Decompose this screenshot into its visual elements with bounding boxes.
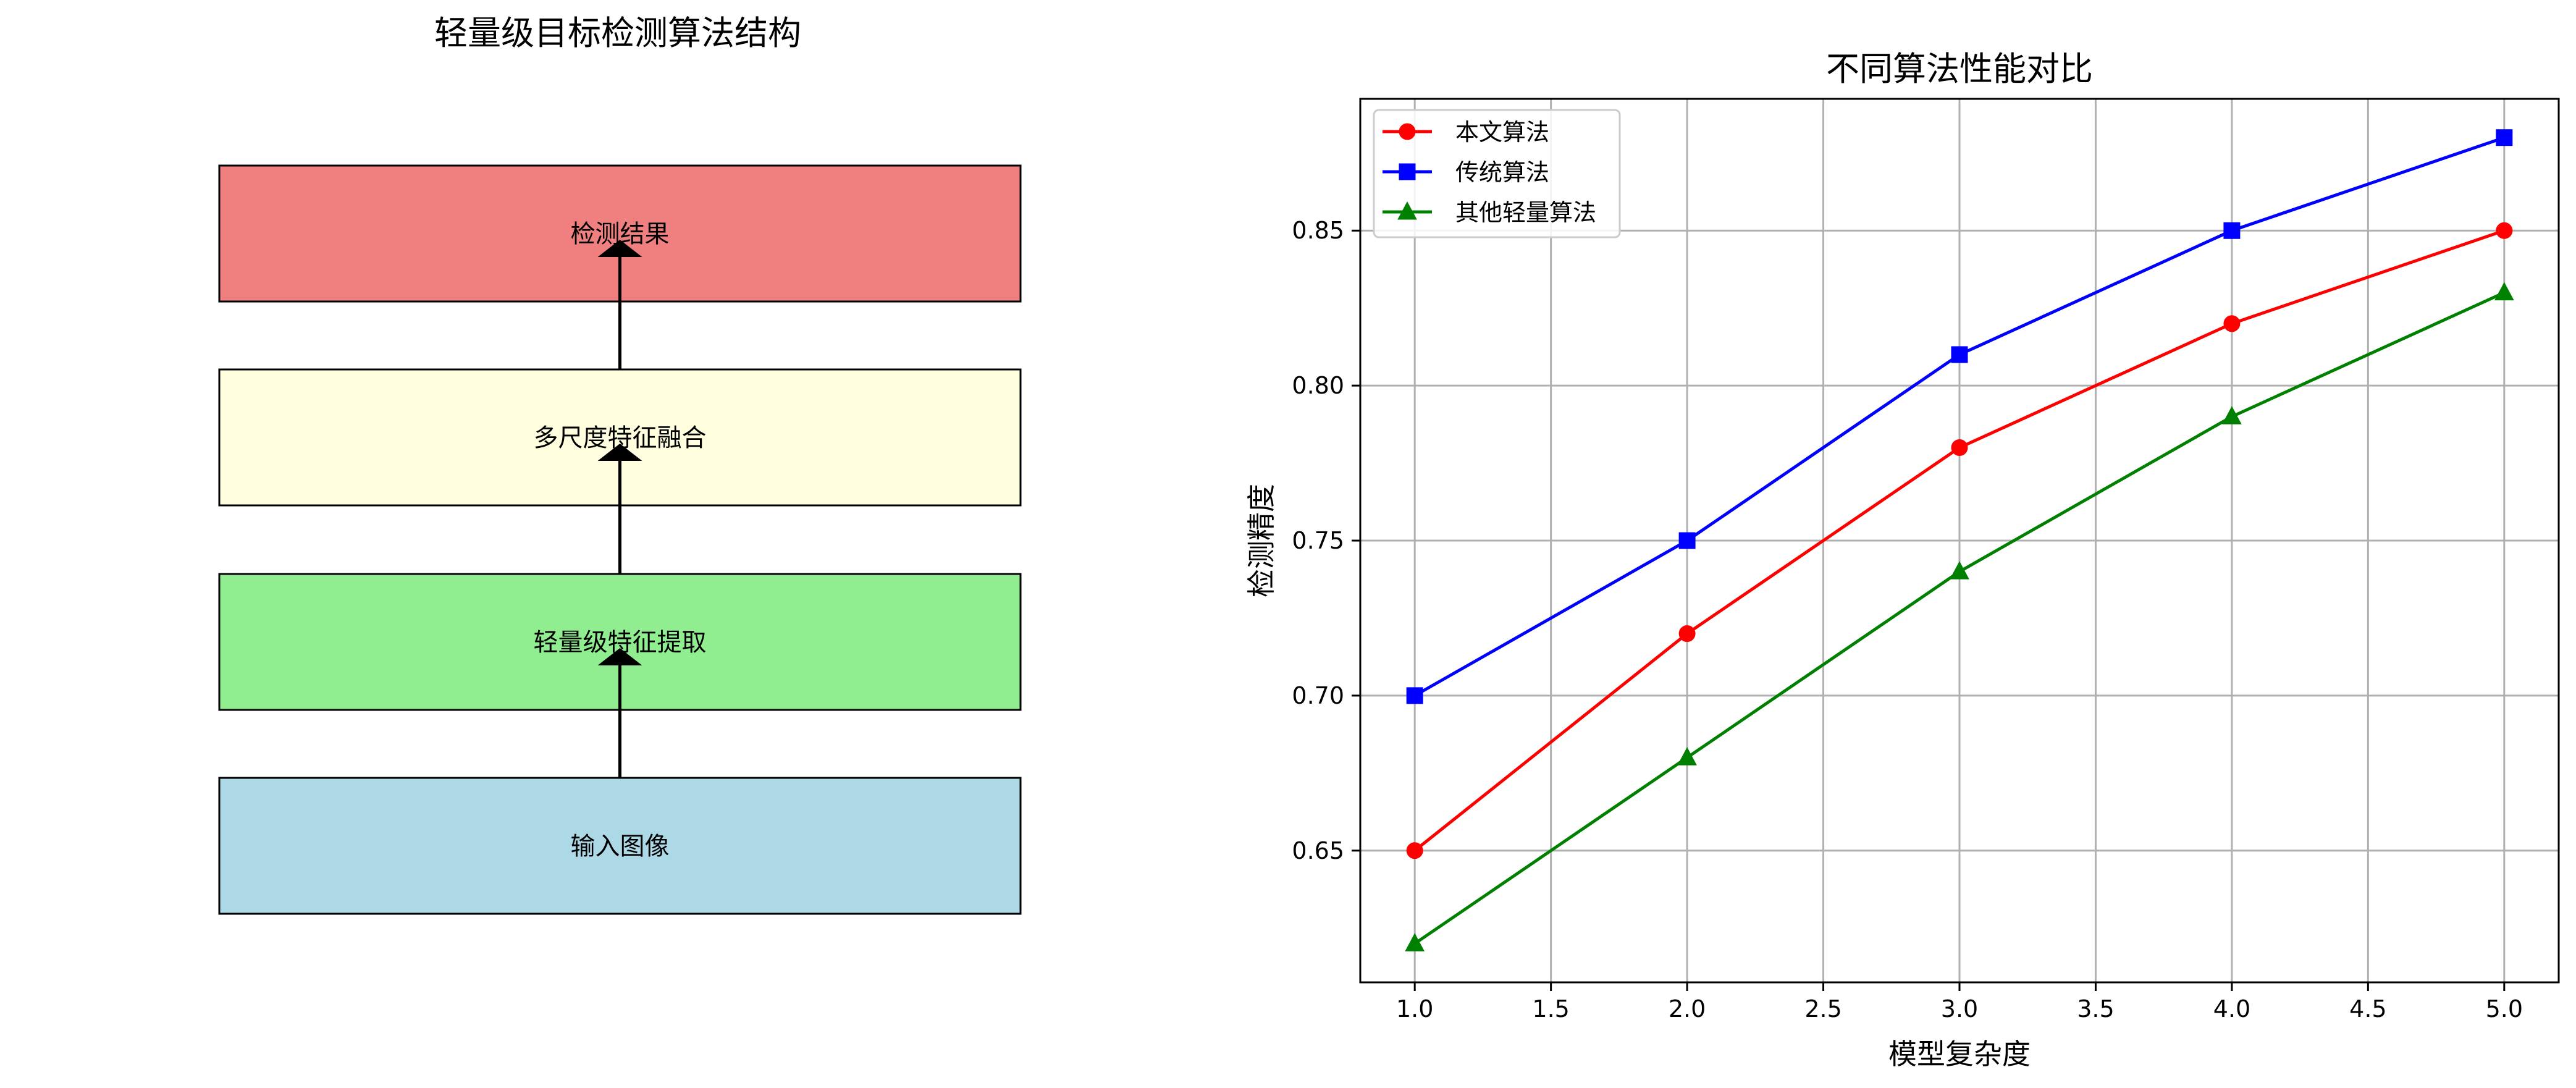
legend-entry: 传统算法 <box>1383 159 1549 186</box>
diagram-arrows <box>597 240 642 778</box>
legend-label: 本文算法 <box>1455 119 1549 146</box>
x-tick-label: 4.0 <box>2213 995 2250 1023</box>
y-tick-label: 0.70 <box>1292 682 1344 709</box>
y-axis-label: 检测精度 <box>1245 484 1278 597</box>
flow-arrow <box>597 240 642 369</box>
legend-entry: 本文算法 <box>1383 119 1549 146</box>
data-point <box>2496 129 2513 146</box>
legend-label: 传统算法 <box>1455 159 1549 186</box>
y-ticks: 0.65 0.70 0.75 0.80 0.85 <box>1292 217 1360 864</box>
data-point <box>2494 282 2514 301</box>
legend-marker <box>1397 201 1417 220</box>
y-tick-label: 0.65 <box>1292 837 1344 864</box>
series <box>1405 282 2514 951</box>
legend-label: 其他轻量算法 <box>1455 199 1596 226</box>
y-tick-label: 0.85 <box>1292 217 1344 244</box>
data-point <box>1677 747 1697 765</box>
diagram-box-label: 输入图像 <box>571 832 670 861</box>
legend-marker <box>1399 123 1416 140</box>
chart-title: 不同算法性能对比 <box>1826 49 2093 88</box>
y-tick-label: 0.80 <box>1292 372 1344 399</box>
y-tick-label: 0.75 <box>1292 527 1344 554</box>
diagram-title: 轻量级目标检测算法结构 <box>434 14 801 53</box>
x-tick-label: 1.5 <box>1532 995 1569 1023</box>
legend-entry: 其他轻量算法 <box>1383 199 1596 226</box>
x-tick-label: 3.5 <box>2077 995 2114 1023</box>
x-tick-label: 5.0 <box>2486 995 2523 1023</box>
x-ticks: 1.0 1.5 2.0 2.5 3.0 3.5 4.0 4.5 5.0 <box>1396 982 2523 1023</box>
data-point <box>1951 439 1968 456</box>
data-point <box>1678 625 1696 643</box>
data-point <box>1405 933 1425 951</box>
data-point <box>1406 687 1423 704</box>
data-point <box>2496 222 2513 239</box>
diagram-box <box>218 777 1022 915</box>
flow-arrow <box>597 444 642 574</box>
x-tick-label: 3.0 <box>1941 995 1978 1023</box>
data-point <box>1678 532 1696 549</box>
line-chart: 不同算法性能对比 1.0 1.5 2.0 2.5 3.0 3.5 4.0 4.5 5.0 0.6… <box>1245 49 2560 1071</box>
data-point <box>1406 842 1423 859</box>
legend-frame <box>1373 109 1621 238</box>
series <box>1406 129 2513 704</box>
data-point <box>2223 222 2241 239</box>
x-tick-label: 1.0 <box>1396 995 1433 1023</box>
flow-arrow <box>597 648 642 778</box>
data-point <box>1951 346 1968 363</box>
series-layer <box>1405 129 2514 951</box>
x-tick-label: 4.5 <box>2349 995 2386 1023</box>
legend-marker <box>1399 163 1416 180</box>
x-tick-label: 2.5 <box>1804 995 1842 1023</box>
x-tick-label: 2.0 <box>1669 995 1706 1023</box>
data-point <box>2222 406 2242 424</box>
data-point <box>2223 315 2241 332</box>
series <box>1406 222 2513 859</box>
x-axis-label: 模型复杂度 <box>1888 1037 2031 1071</box>
data-point <box>1950 561 1969 580</box>
